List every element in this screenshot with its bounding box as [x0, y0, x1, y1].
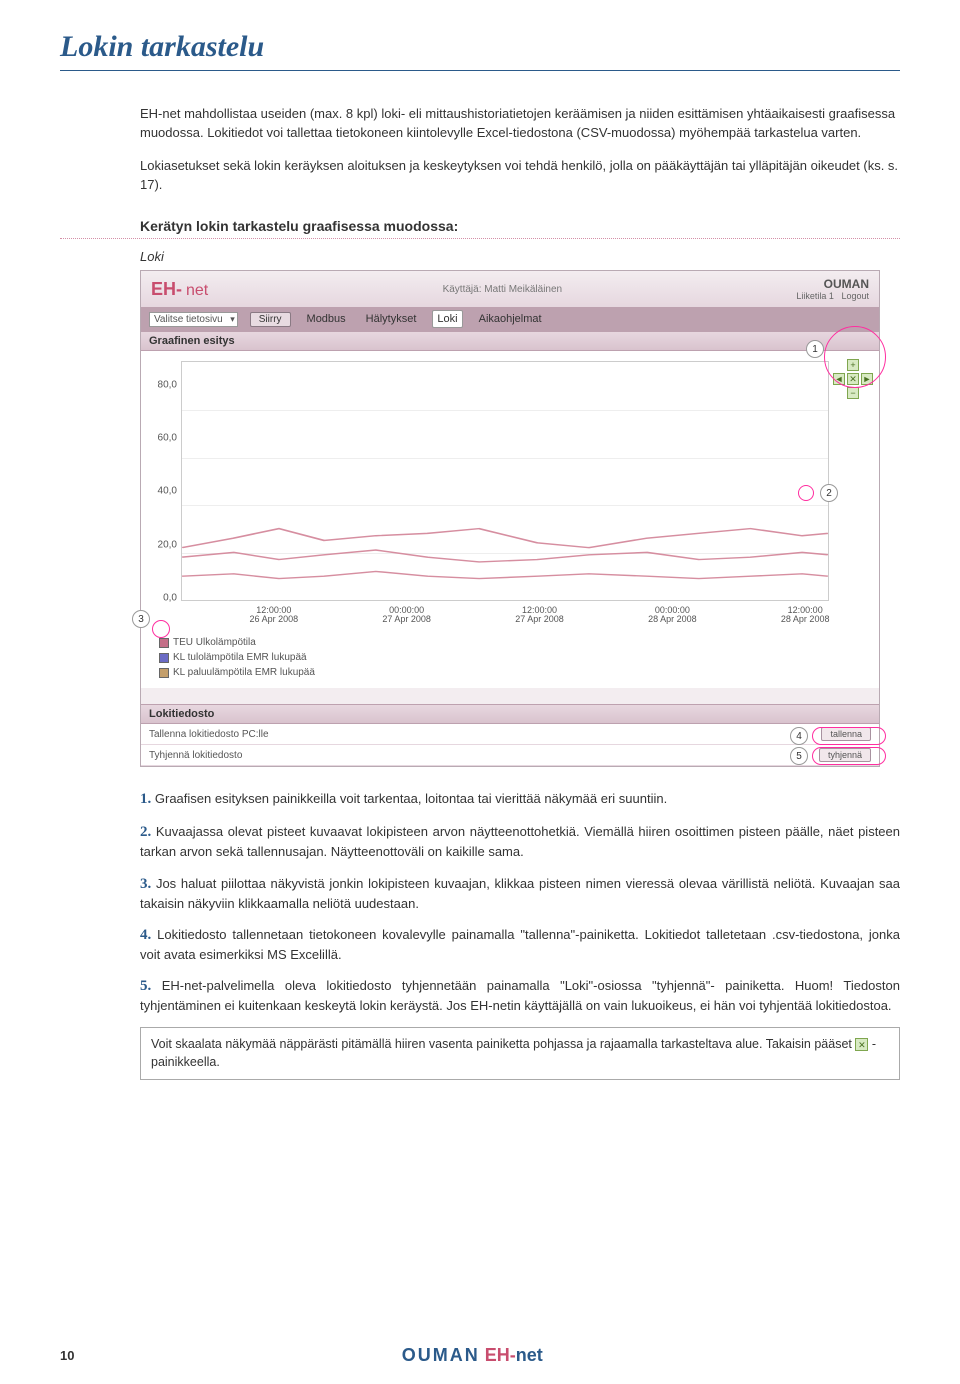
footer-brand: OUMAN EH-net — [402, 1345, 543, 1366]
tip-text-a: Voit skaalata näkymää näppärästi pitämäl… — [151, 1037, 855, 1051]
y-tick: 0,0 — [145, 592, 177, 603]
x-tick: 12:00:00 26 Apr 2008 — [250, 606, 299, 626]
page-footer: 10 OUMAN EH-net — [60, 1345, 900, 1366]
instruction-number: 1. — [140, 791, 151, 807]
brand-label: OUMAN — [796, 277, 869, 291]
x-tick: 12:00:00 28 Apr 2008 — [781, 606, 830, 626]
screenshot: EH-net Käyttäjä: Matti Meikäläinen OUMAN… — [140, 270, 880, 767]
tab-alerts[interactable]: Hälytykset — [362, 311, 421, 327]
instruction-item: 2. Kuvaajassa olevat pisteet kuvaavat lo… — [140, 822, 900, 861]
page-number: 10 — [60, 1348, 74, 1363]
legend-label: KL tulolämpötila EMR lukupää — [173, 650, 307, 665]
logo-eh: EH- — [151, 279, 182, 300]
chart-area: 80,0 60,0 40,0 20,0 0,0 12:00:00 26 Apr … — [141, 351, 879, 631]
chart-plot — [181, 361, 829, 601]
instruction-item: 5. EH-net-palvelimella oleva lokitiedost… — [140, 976, 900, 1015]
sub-heading: Kerätyn lokin tarkastelu graafisessa muo… — [140, 218, 900, 234]
figure-label: Loki — [140, 249, 900, 264]
instruction-item: 4. Lokitiedosto tallennetaan tietokoneen… — [140, 925, 900, 964]
instruction-item: 1. Graafisen esityksen painikkeilla voit… — [140, 789, 900, 810]
callout-circle-4 — [812, 727, 886, 745]
divider — [60, 238, 900, 239]
file-panel-header: Lokitiedosto — [141, 704, 879, 724]
app-topbar: EH-net Käyttäjä: Matti Meikäläinen OUMAN… — [141, 271, 879, 307]
file-row-save: Tallenna lokitiedosto PC:lle tallenna — [141, 724, 879, 745]
instruction-number: 5. — [140, 978, 151, 994]
instruction-text: EH-net-palvelimella oleva lokitiedosto t… — [140, 978, 900, 1013]
file-row-label: Tallenna lokitiedosto PC:lle — [149, 729, 269, 740]
zoom-out-button[interactable]: − — [847, 387, 859, 399]
logout-link[interactable]: Logout — [841, 291, 869, 301]
tab-log[interactable]: Loki — [432, 310, 462, 328]
paragraph-1: EH-net mahdollistaa useiden (max. 8 kpl)… — [140, 105, 900, 143]
legend-item[interactable]: KL paluulämpötila EMR lukupää — [159, 665, 871, 680]
tip-box: Voit skaalata näkymää näppärästi pitämäl… — [140, 1027, 900, 1080]
legend-label: TEU Ulkolämpötila — [173, 635, 256, 650]
legend-item[interactable]: KL tulolämpötila EMR lukupää — [159, 650, 871, 665]
app-navbar: Valitse tietosivu Siirry Modbus Hälytyks… — [141, 307, 879, 331]
callout-circle-1 — [824, 326, 886, 388]
page-title: Lokin tarkastelu — [60, 30, 900, 71]
instruction-number: 2. — [140, 824, 151, 840]
paragraph-2: Lokiasetukset sekä lokin keräyksen aloit… — [140, 157, 900, 195]
chart-legend: TEU Ulkolämpötila KL tulolämpötila EMR l… — [141, 631, 879, 688]
legend-swatch[interactable] — [159, 668, 169, 678]
x-tick: 12:00:00 27 Apr 2008 — [515, 606, 564, 626]
legend-swatch[interactable] — [159, 653, 169, 663]
file-row-clear: Tyhjennä lokitiedosto tyhjennä — [141, 745, 879, 766]
instruction-text: Graafisen esityksen painikkeilla voit ta… — [155, 791, 667, 806]
topbar-user: Käyttäjä: Matti Meikäläinen — [443, 284, 563, 295]
restore-zoom-icon: ✕ — [855, 1038, 868, 1051]
callout-circle-5 — [812, 747, 886, 765]
instruction-item: 3. Jos haluat piilottaa näkyvistä jonkin… — [140, 874, 900, 913]
go-button[interactable]: Siirry — [250, 312, 291, 327]
instruction-text: Lokitiedosto tallennetaan tietokoneen ko… — [140, 927, 900, 962]
tab-modbus[interactable]: Modbus — [303, 311, 350, 327]
logo-net: net — [186, 282, 208, 300]
instruction-number: 3. — [140, 876, 151, 892]
y-tick: 60,0 — [145, 433, 177, 444]
y-tick: 80,0 — [145, 379, 177, 390]
page-select[interactable]: Valitse tietosivu — [149, 312, 238, 327]
legend-label: KL paluulämpötila EMR lukupää — [173, 665, 315, 680]
y-tick: 40,0 — [145, 486, 177, 497]
y-tick: 20,0 — [145, 539, 177, 550]
instruction-text: Jos haluat piilottaa näkyvistä jonkin lo… — [140, 876, 900, 911]
app-logo: EH-net — [151, 279, 208, 300]
chart-panel-header: Graafinen esitys — [141, 331, 879, 351]
legend-swatch[interactable] — [159, 638, 169, 648]
file-row-label: Tyhjennä lokitiedosto — [149, 750, 242, 761]
legend-item[interactable]: TEU Ulkolämpötila — [159, 635, 871, 650]
x-tick: 00:00:00 28 Apr 2008 — [648, 606, 697, 626]
instructions-list: 1. Graafisen esityksen painikkeilla voit… — [140, 789, 900, 1015]
slot-label: Liiketila 1 — [796, 291, 834, 301]
instruction-number: 4. — [140, 927, 151, 943]
instruction-text: Kuvaajassa olevat pisteet kuvaavat lokip… — [140, 824, 900, 859]
tab-schedules[interactable]: Aikaohjelmat — [475, 311, 546, 327]
x-tick: 00:00:00 27 Apr 2008 — [382, 606, 431, 626]
